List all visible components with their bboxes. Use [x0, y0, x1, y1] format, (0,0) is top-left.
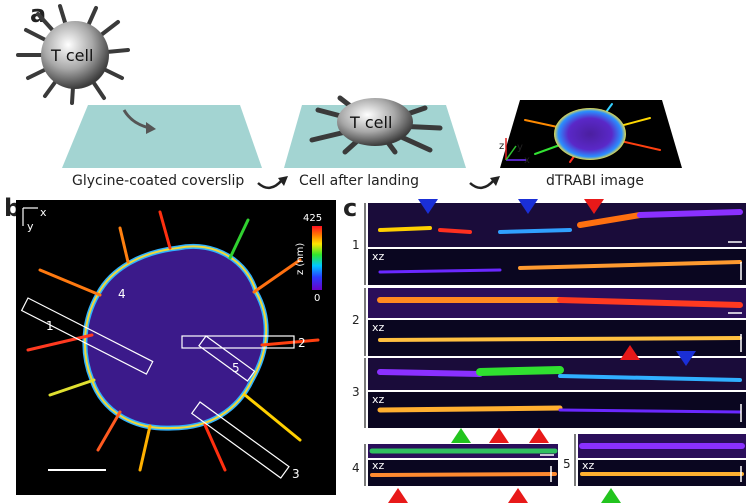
coverslip-1: [62, 105, 262, 168]
red-arrow-1: [584, 199, 604, 214]
c-row-label-5: 5: [563, 457, 571, 471]
caption-after-landing: Cell after landing: [299, 173, 420, 189]
c-xz-label-1: xz: [372, 250, 385, 263]
c-arrow-markers: [388, 199, 696, 503]
transition-arrow-1: [257, 179, 283, 189]
c-row-brackets: [364, 203, 576, 486]
c-row-label-3: 3: [352, 385, 360, 399]
c-row1-xy: [368, 203, 746, 247]
c-xz-label-5: xz: [582, 459, 595, 472]
roi-label-3: 3: [292, 467, 300, 481]
c-dividers: [368, 247, 746, 460]
t-cell-1-label: T cell: [50, 46, 93, 65]
c-row-label-2: 2: [352, 313, 360, 327]
colorbar-min: 0: [314, 293, 320, 304]
axis-z-label: z: [499, 141, 504, 152]
dtrabi-cell-rendering: [524, 103, 661, 163]
c-signal-streaks: [369, 209, 745, 477]
roi-label-2: 2: [298, 336, 306, 350]
c-scale-bars: [540, 241, 742, 482]
roi-label-1: 1: [46, 319, 54, 333]
panel-b-xy-axes: [22, 207, 38, 226]
colorbar: [312, 226, 322, 290]
colorbar-label: z (nm): [295, 243, 306, 275]
c-row-label-1: 1: [352, 238, 360, 252]
transition-arrow-2-head: [490, 176, 500, 186]
landing-arrow-head: [146, 122, 156, 134]
panel-b-cell: [26, 210, 320, 472]
panel-b-axis-x: x: [40, 206, 47, 219]
blue-arrow-3: [676, 351, 696, 366]
panel-c-letter: c: [343, 194, 358, 222]
panel-b-axis-y: y: [27, 220, 34, 233]
c-xz-label-2: xz: [372, 321, 385, 334]
roi-label-4: 4: [118, 287, 126, 301]
green-arrow-1: [451, 428, 471, 443]
roi-boxes: [20, 297, 295, 479]
red-arrow-6: [508, 488, 528, 503]
axis-x-label: x: [524, 155, 530, 166]
blue-arrow-2: [518, 199, 538, 214]
t-cell-2-body: [337, 98, 413, 146]
t-cell-1-body: [41, 21, 109, 89]
green-arrow-2: [601, 488, 621, 503]
c-xz-label-3: xz: [372, 393, 385, 406]
red-arrow-2: [620, 345, 640, 360]
red-arrow-3: [489, 428, 509, 443]
transition-arrow-2: [469, 179, 495, 189]
roi-label-5: 5: [232, 361, 240, 375]
caption-dtrabi: dTRABI image: [546, 173, 644, 189]
red-arrow-4: [529, 428, 549, 443]
c-row-label-4: 4: [352, 461, 360, 475]
c-xz-label-4: xz: [372, 459, 385, 472]
caption-coverslip: Glycine-coated coverslip: [72, 173, 245, 189]
xyz-axes-icon: [505, 138, 526, 161]
t-cell-2-label: T cell: [349, 113, 392, 132]
blue-arrow-1: [418, 199, 438, 214]
red-arrow-5: [388, 488, 408, 503]
transition-arrow-1-head: [278, 176, 288, 186]
axis-y-label: y: [517, 142, 523, 153]
colorbar-max: 425: [303, 213, 322, 224]
